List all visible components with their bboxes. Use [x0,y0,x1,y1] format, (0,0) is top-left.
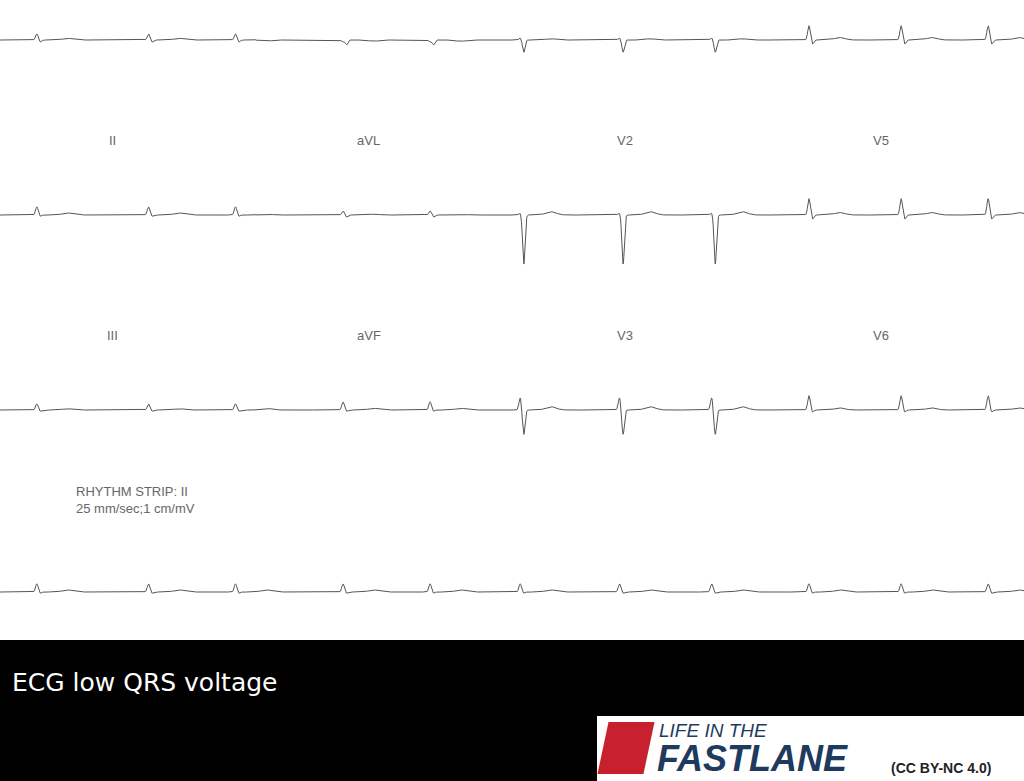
svg-text:V6: V6 [873,328,889,343]
html-text:LIFE IN THE: LIFE IN THE [659,720,767,741]
svg-text:III: III [107,328,118,343]
svg-text:V3: V3 [617,328,633,343]
svg-text:aVL: aVL [357,133,380,148]
svg-text:aVF: aVF [357,328,381,343]
svg-text:II: II [109,133,116,148]
svg-text:RHYTHM STRIP: II25 mm/sec;1 cm: RHYTHM STRIP: II25 mm/sec;1 cm/mV [76,484,195,516]
html-text:(CC BY-NC 4.0): (CC BY-NC 4.0) [891,760,992,776]
html-text:ECG low QRS voltage: ECG low QRS voltage [12,668,278,697]
html-text:FASTLANE: FASTLANE [657,738,847,779]
svg-text:V5: V5 [873,133,889,148]
svg-text:V2: V2 [617,133,633,148]
